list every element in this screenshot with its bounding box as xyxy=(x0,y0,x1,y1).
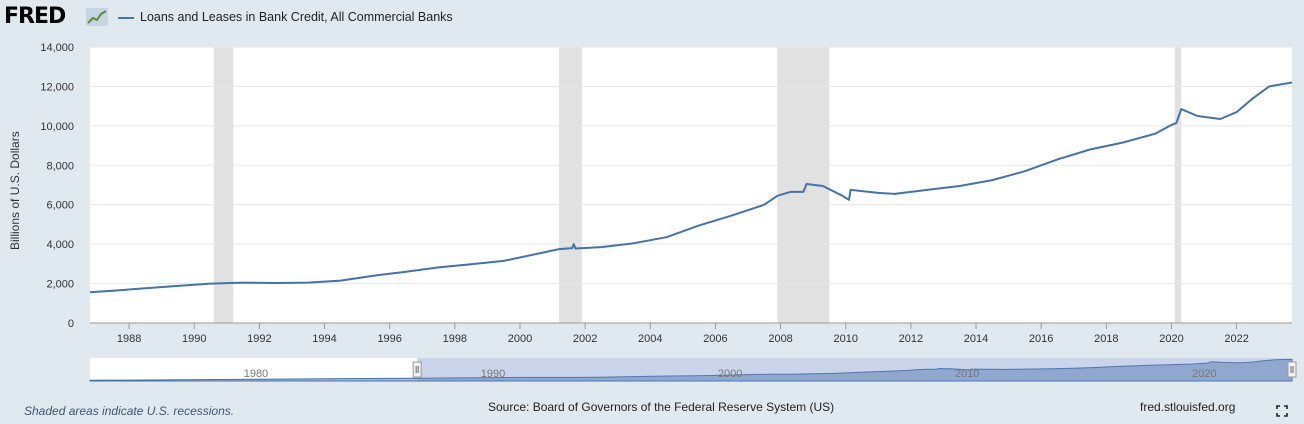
x-tick-label: 2020 xyxy=(1159,333,1183,345)
x-tick-label: 1988 xyxy=(117,333,141,345)
recession-note: Shaded areas indicate U.S. recessions. xyxy=(24,404,235,418)
x-tick-label: 2022 xyxy=(1224,333,1248,345)
navigator-label: 2000 xyxy=(718,368,742,380)
graph-header: FRED Loans and Leases in Bank Credit, Al… xyxy=(0,0,1304,36)
navigator-handle[interactable] xyxy=(412,361,422,378)
x-tick-label: 2012 xyxy=(899,333,923,345)
x-tick-label: 2008 xyxy=(768,333,792,345)
x-tick-label: 2000 xyxy=(508,333,532,345)
navigator-label: 2010 xyxy=(955,368,979,380)
x-tick-label: 2002 xyxy=(573,333,597,345)
fullscreen-icon[interactable] xyxy=(1276,405,1288,417)
series-line xyxy=(89,81,1293,294)
x-tick-label: 2014 xyxy=(964,333,988,345)
y-tick-label: 4,000 xyxy=(46,239,74,251)
x-tick-label: 1992 xyxy=(247,333,271,345)
navigator-series xyxy=(89,358,1293,382)
recession-band xyxy=(1174,47,1182,323)
y-tick-label: 2,000 xyxy=(46,279,74,291)
navigator-selection xyxy=(417,358,1292,381)
y-tick-label: 14,000 xyxy=(40,42,74,54)
y-tick-label: 10,000 xyxy=(40,121,74,133)
legend-swatch xyxy=(118,16,134,19)
y-tick-label: 0 xyxy=(68,318,74,330)
navigator-handle[interactable] xyxy=(1287,361,1297,378)
x-tick-label: 2010 xyxy=(833,333,857,345)
x-tick-label: 1996 xyxy=(377,333,401,345)
x-tick-label: 1990 xyxy=(182,333,206,345)
source-text: Source: Board of Governors of the Federa… xyxy=(488,400,835,414)
site-link[interactable]: fred.stlouisfed.org xyxy=(1140,400,1236,414)
x-tick-label: 2016 xyxy=(1029,333,1053,345)
navigator-label: 1990 xyxy=(481,368,505,380)
x-tick-label: 1998 xyxy=(443,333,467,345)
series-legend[interactable]: Loans and Leases in Bank Credit, All Com… xyxy=(118,10,453,24)
x-tick-label: 2006 xyxy=(703,333,727,345)
recession-band xyxy=(559,47,582,323)
y-tick-label: 12,000 xyxy=(40,81,74,93)
x-tick-label: 2018 xyxy=(1094,333,1118,345)
navigator-handle-box xyxy=(1287,361,1297,378)
y-tick-label: 8,000 xyxy=(46,160,74,172)
y-tick-label: 6,000 xyxy=(46,200,74,212)
chart-line-icon xyxy=(86,8,108,26)
navigator-label: 2020 xyxy=(1192,368,1216,380)
recession-band xyxy=(213,47,234,323)
navigator-label: 1980 xyxy=(244,368,268,380)
plot-area xyxy=(90,47,1292,323)
legend-label: Loans and Leases in Bank Credit, All Com… xyxy=(140,10,453,24)
fred-logo[interactable]: FRED xyxy=(4,4,66,29)
navigator-handle-box xyxy=(412,361,422,378)
x-tick-label: 1994 xyxy=(312,333,336,345)
x-tick-label: 2004 xyxy=(638,333,662,345)
